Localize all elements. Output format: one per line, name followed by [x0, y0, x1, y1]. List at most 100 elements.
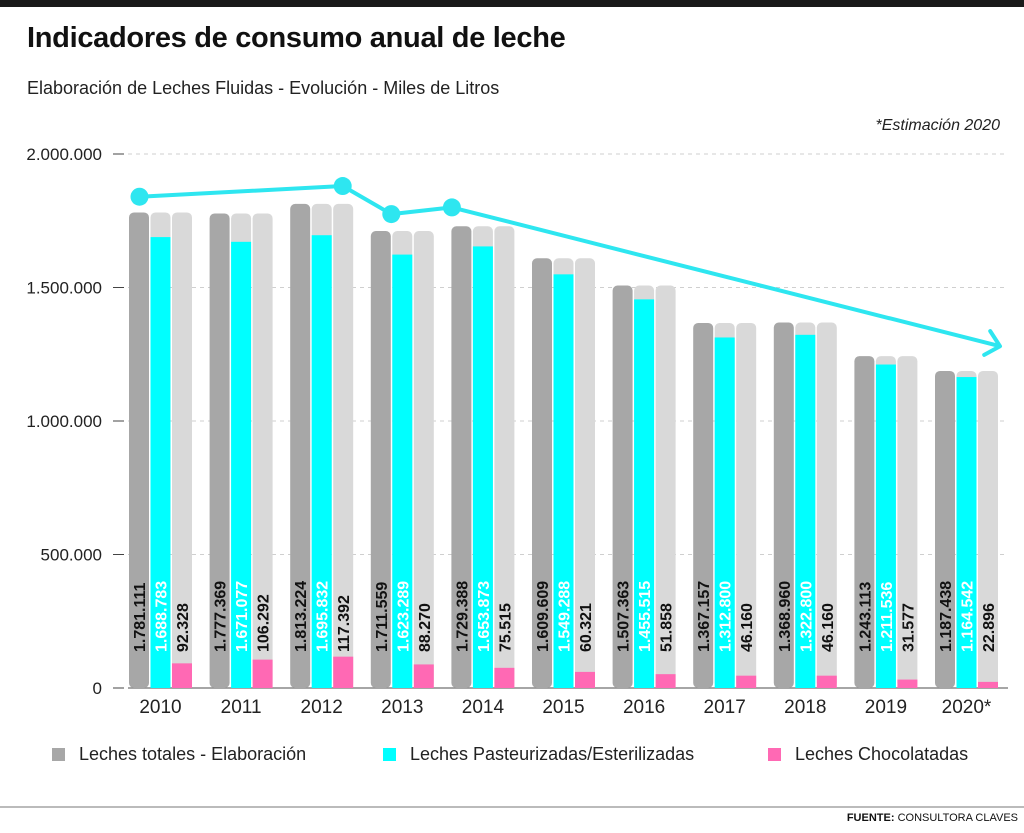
x-tick-label: 2014	[462, 697, 505, 718]
bar-chocolatadas-2015	[575, 671, 595, 688]
data-label-pasteurizadas: 1.653.873	[476, 581, 493, 652]
data-label-total: 1.711.559	[374, 582, 391, 652]
bar-total-2016	[612, 285, 633, 688]
trend-arrowhead	[982, 329, 1002, 357]
bar-total-2020*	[935, 370, 955, 688]
bar-pasteurizadas-2012	[311, 235, 332, 688]
bar-chocolatadas-2012	[333, 656, 354, 688]
data-label-pasteurizadas: 1.695.832	[315, 581, 332, 652]
data-label-chocolatadas: 117.392	[336, 595, 353, 652]
trend-marker	[382, 205, 401, 224]
bar-chocolatadas-ghost	[978, 370, 998, 688]
trend-marker	[333, 177, 352, 196]
bar-pasteurizadas-2010	[150, 237, 171, 688]
x-tick-label: 2011	[221, 697, 262, 718]
bar-chocolatadas-2011	[252, 659, 273, 688]
footer-rule	[0, 806, 1024, 808]
y-tick-label: 0	[93, 679, 102, 698]
chart-legend: Leches totales - Elaboración Leches Past…	[0, 744, 1024, 768]
trend-marker	[130, 187, 149, 206]
bar-chocolatadas-ghost	[655, 285, 676, 688]
data-label-total: 1.507.363	[616, 581, 633, 652]
x-tick-label: 2017	[704, 697, 746, 718]
data-label-chocolatadas: 51.858	[659, 603, 676, 652]
bar-total-2014	[451, 226, 472, 688]
bar-chocolatadas-2013	[413, 664, 434, 688]
legend-label-total: Leches totales - Elaboración	[79, 744, 307, 764]
bar-chocolatadas-2010	[172, 663, 192, 688]
bar-total-2015	[532, 258, 552, 688]
x-tick-label: 2015	[542, 697, 584, 718]
bar-chocolatadas-2016	[655, 674, 676, 688]
bar-pasteurizadas-2017	[714, 337, 735, 688]
chart-plot-area: 0 500.000 1.000.000 1.500.000 2.000.000 1.781…	[26, 145, 1008, 718]
data-label-chocolatadas: 75.515	[497, 603, 514, 652]
data-label-chocolatadas: 88.270	[417, 603, 434, 652]
bar-total-2013	[370, 231, 391, 689]
x-tick-label: 2019	[865, 697, 907, 718]
y-tick-label: 1.000.000	[26, 412, 102, 431]
data-label-pasteurizadas: 1.671.077	[234, 581, 251, 652]
data-label-pasteurizadas: 1.688.783	[154, 581, 171, 652]
bar-chocolatadas-ghost	[333, 203, 354, 688]
y-tick-label: 500.000	[41, 546, 102, 565]
y-tick-label: 1.500.000	[26, 279, 102, 298]
bar-chocolatadas-ghost	[736, 322, 757, 688]
bar-pasteurizadas-2015	[553, 274, 574, 688]
legend-swatch-total	[52, 748, 65, 761]
data-label-total: 1.781.111	[132, 582, 149, 652]
x-tick-label: 2013	[381, 697, 423, 718]
top-rule	[0, 0, 1024, 7]
bar-chocolatadas-ghost	[816, 322, 837, 688]
legend-label-chocolatadas: Leches Chocolatadas	[795, 744, 969, 764]
data-label-total: 1.777.369	[213, 581, 230, 652]
data-label-pasteurizadas: 1.623.289	[395, 581, 412, 652]
bar-chocolatadas-2017	[736, 675, 757, 688]
trend-marker	[442, 198, 461, 217]
bar-pasteurizadas-2020*	[956, 377, 977, 688]
data-label-total: 1.609.609	[535, 581, 552, 652]
bar-chocolatadas-ghost	[413, 231, 434, 689]
chart-title: Indicadores de consumo anual de leche	[27, 22, 566, 54]
y-tick-label: 2.000.000	[26, 145, 102, 164]
bar-pasteurizadas-2016	[634, 299, 655, 688]
data-label-total: 1.368.960	[777, 581, 794, 652]
source-credit: FUENTE: CONSULTORA CLAVES	[847, 812, 1018, 824]
estimation-note: *Estimación 2020	[875, 117, 1000, 134]
bar-total-2011	[209, 213, 230, 688]
bar-chocolatadas-2018	[816, 675, 837, 688]
bar-chocolatadas-2014	[494, 667, 515, 688]
data-label-pasteurizadas: 1.312.800	[718, 581, 735, 652]
x-tick-label: 2018	[784, 697, 826, 718]
source-name: CONSULTORA CLAVES	[897, 812, 1018, 824]
data-label-chocolatadas: 106.292	[256, 594, 273, 652]
data-label-chocolatadas: 22.896	[981, 603, 998, 652]
data-label-total: 1.729.388	[454, 581, 471, 652]
data-label-chocolatadas: 31.577	[900, 603, 917, 652]
source-label: FUENTE:	[846, 812, 895, 824]
bar-chocolatadas-ghost	[252, 213, 273, 688]
data-label-pasteurizadas: 1.549.288	[557, 581, 574, 652]
legend-item-total: Leches totales - Elaboración	[52, 744, 306, 765]
legend-item-pasteurizadas: Leches Pasteurizadas/Esterilizadas	[383, 744, 694, 765]
chart-subtitle: Elaboración de Leches Fluidas - Evolució…	[27, 78, 500, 98]
data-label-pasteurizadas: 1.164.542	[960, 581, 977, 652]
bar-pasteurizadas-2013	[392, 254, 413, 688]
x-tick-label: 2020*	[942, 697, 992, 718]
bar-chocolatadas-ghost	[575, 258, 595, 688]
data-label-total: 1.367.157	[696, 581, 713, 652]
x-tick-label: 2016	[623, 697, 665, 718]
bar-pasteurizadas-2019	[875, 364, 896, 688]
data-label-total: 1.813.224	[293, 581, 310, 652]
bar-pasteurizadas-2011	[231, 241, 252, 688]
legend-item-chocolatadas: Leches Chocolatadas	[768, 744, 968, 765]
bar-total-2010	[129, 212, 149, 688]
data-label-pasteurizadas: 1.322.800	[798, 581, 815, 652]
bar-pasteurizadas-2014	[472, 246, 493, 689]
bar-chocolatadas-ghost	[172, 212, 192, 688]
legend-label-pasteurizadas: Leches Pasteurizadas/Esterilizadas	[410, 744, 695, 764]
data-label-pasteurizadas: 1.211.536	[879, 582, 896, 652]
bar-pasteurizadas-2018	[795, 334, 816, 688]
bar-chocolatadas-2020*	[978, 681, 998, 688]
bar-chocolatadas-ghost	[494, 226, 515, 688]
